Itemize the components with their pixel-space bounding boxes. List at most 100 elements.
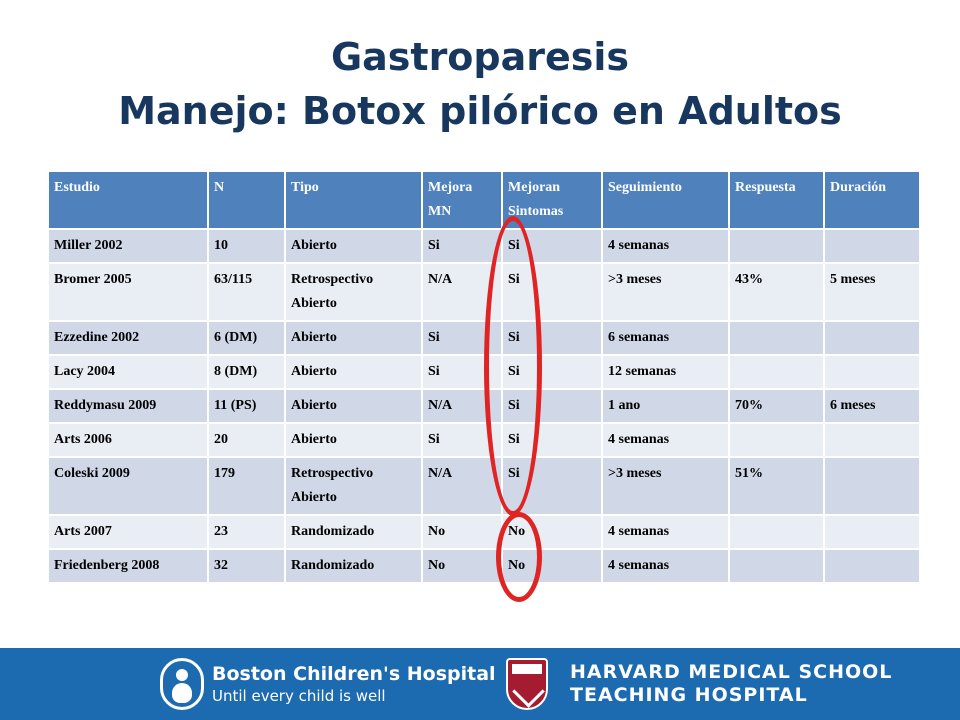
cell-n: 10 xyxy=(209,230,284,262)
cell-respuesta xyxy=(730,424,823,456)
cell-mejoran-sintomas: Si xyxy=(503,356,601,388)
cell-seguimiento: >3 meses xyxy=(603,264,728,320)
cell-tipo: Randomizado xyxy=(286,516,421,548)
cell-estudio: Miller 2002 xyxy=(49,230,207,262)
cell-estudio: Arts 2007 xyxy=(49,516,207,548)
cell-mejora-mn: N/A xyxy=(423,264,501,320)
cell-mejora-mn: Si xyxy=(423,356,501,388)
cell-mejoran-sintomas: Si xyxy=(503,458,601,514)
header-duracion: Duración xyxy=(825,172,919,228)
cell-estudio: Reddymasu 2009 xyxy=(49,390,207,422)
mother-child-icon xyxy=(160,658,204,710)
cell-duracion xyxy=(825,230,919,262)
footer-bar: Boston Children's Hospital Until every c… xyxy=(0,648,960,720)
cell-tipo: Retrospectivo Abierto xyxy=(286,264,421,320)
table-row: Bromer 2005 63/115 Retrospectivo Abierto… xyxy=(49,264,919,320)
cell-n: 23 xyxy=(209,516,284,548)
cell-respuesta xyxy=(730,550,823,582)
cell-estudio: Bromer 2005 xyxy=(49,264,207,320)
cell-mejora-mn: Si xyxy=(423,424,501,456)
cell-duracion xyxy=(825,458,919,514)
cell-seguimiento: 4 semanas xyxy=(603,424,728,456)
cell-mejoran-sintomas: Si xyxy=(503,424,601,456)
table-row: Miller 2002 10 Abierto Si Si 4 semanas xyxy=(49,230,919,262)
cell-seguimiento: >3 meses xyxy=(603,458,728,514)
cell-tipo: Abierto xyxy=(286,424,421,456)
header-estudio: Estudio xyxy=(49,172,207,228)
cell-respuesta: 51% xyxy=(730,458,823,514)
cell-duracion xyxy=(825,356,919,388)
cell-n: 32 xyxy=(209,550,284,582)
cell-n: 63/115 xyxy=(209,264,284,320)
cell-n: 6 (DM) xyxy=(209,322,284,354)
cell-seguimiento: 12 semanas xyxy=(603,356,728,388)
cell-mejora-mn: Si xyxy=(423,230,501,262)
cell-mejora-mn: N/A xyxy=(423,390,501,422)
bch-tagline: Until every child is well xyxy=(212,687,386,705)
cell-duracion: 6 meses xyxy=(825,390,919,422)
cell-mejoran-sintomas: No xyxy=(503,516,601,548)
cell-respuesta xyxy=(730,230,823,262)
hms-line-2: TEACHING HOSPITAL xyxy=(570,684,808,706)
table-row: Reddymasu 2009 11 (PS) Abierto N/A Si 1 … xyxy=(49,390,919,422)
cell-respuesta xyxy=(730,356,823,388)
cell-mejoran-sintomas: Si xyxy=(503,390,601,422)
header-tipo: Tipo xyxy=(286,172,421,228)
cell-seguimiento: 4 semanas xyxy=(603,230,728,262)
hms-line-1: HARVARD MEDICAL SCHOOL xyxy=(570,661,893,683)
harvard-shield-icon xyxy=(506,658,548,710)
header-respuesta: Respuesta xyxy=(730,172,823,228)
cell-tipo: Retrospectivo Abierto xyxy=(286,458,421,514)
cell-mejoran-sintomas: Si xyxy=(503,230,601,262)
cell-respuesta xyxy=(730,322,823,354)
cell-estudio: Lacy 2004 xyxy=(49,356,207,388)
cell-seguimiento: 4 semanas xyxy=(603,516,728,548)
cell-mejoran-sintomas: Si xyxy=(503,264,601,320)
cell-duracion xyxy=(825,516,919,548)
cell-tipo: Abierto xyxy=(286,322,421,354)
boston-childrens-logo: Boston Children's Hospital Until every c… xyxy=(160,658,496,710)
cell-tipo: Abierto xyxy=(286,356,421,388)
cell-mejora-mn: N/A xyxy=(423,458,501,514)
bch-name: Boston Children's Hospital xyxy=(212,663,496,685)
cell-estudio: Coleski 2009 xyxy=(49,458,207,514)
table-row: Ezzedine 2002 6 (DM) Abierto Si Si 6 sem… xyxy=(49,322,919,354)
cell-mejora-mn: Si xyxy=(423,322,501,354)
table-row: Coleski 2009 179 Retrospectivo Abierto N… xyxy=(49,458,919,514)
cell-seguimiento: 6 semanas xyxy=(603,322,728,354)
cell-seguimiento: 1 ano xyxy=(603,390,728,422)
cell-mejora-mn: No xyxy=(423,516,501,548)
cell-duracion xyxy=(825,322,919,354)
cell-seguimiento: 4 semanas xyxy=(603,550,728,582)
cell-mejoran-sintomas: No xyxy=(503,550,601,582)
cell-mejora-mn: No xyxy=(423,550,501,582)
cell-n: 11 (PS) xyxy=(209,390,284,422)
cell-duracion xyxy=(825,550,919,582)
header-mejoran-sintomas: Mejoran Sintomas xyxy=(503,172,601,228)
header-n: N xyxy=(209,172,284,228)
cell-duracion: 5 meses xyxy=(825,264,919,320)
header-seguimiento: Seguimiento xyxy=(603,172,728,228)
cell-estudio: Arts 2006 xyxy=(49,424,207,456)
cell-tipo: Abierto xyxy=(286,390,421,422)
table-row: Friedenberg 2008 32 Randomizado No No 4 … xyxy=(49,550,919,582)
cell-n: 8 (DM) xyxy=(209,356,284,388)
header-mejora-mn: Mejora MN xyxy=(423,172,501,228)
title-line-1: Gastroparesis xyxy=(330,35,630,79)
studies-table: Estudio N Tipo Mejora MN Mejoran Sintoma… xyxy=(47,170,921,584)
harvard-logo: HARVARD MEDICAL SCHOOL TEACHING HOSPITAL xyxy=(506,658,892,710)
cell-respuesta xyxy=(730,516,823,548)
table-row: Arts 2006 20 Abierto Si Si 4 semanas xyxy=(49,424,919,456)
table-header-row: Estudio N Tipo Mejora MN Mejoran Sintoma… xyxy=(49,172,919,228)
cell-mejoran-sintomas: Si xyxy=(503,322,601,354)
cell-n: 20 xyxy=(209,424,284,456)
cell-tipo: Abierto xyxy=(286,230,421,262)
cell-respuesta: 70% xyxy=(730,390,823,422)
table-row: Arts 2007 23 Randomizado No No 4 semanas xyxy=(49,516,919,548)
cell-respuesta: 43% xyxy=(730,264,823,320)
table-row: Lacy 2004 8 (DM) Abierto Si Si 12 semana… xyxy=(49,356,919,388)
cell-n: 179 xyxy=(209,458,284,514)
cell-estudio: Friedenberg 2008 xyxy=(49,550,207,582)
cell-tipo: Randomizado xyxy=(286,550,421,582)
cell-duracion xyxy=(825,424,919,456)
